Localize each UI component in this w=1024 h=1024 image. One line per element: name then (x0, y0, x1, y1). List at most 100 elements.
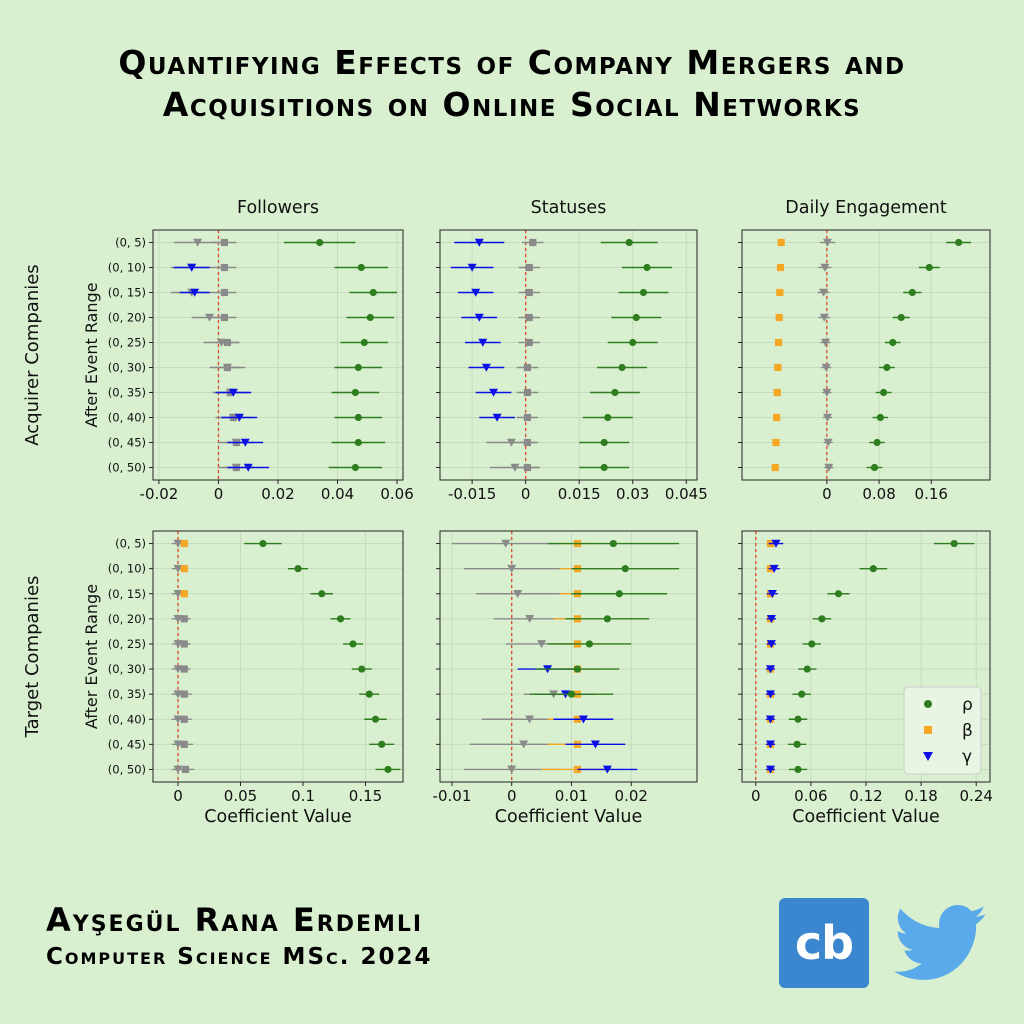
panel-1-0-xtick-label-1: 0.05 (224, 787, 257, 805)
xlabel-1: Coefficient Value (495, 807, 642, 827)
panel-1-2-gamma-point-6 (765, 690, 775, 699)
panel-1-2-rho-point-4 (808, 640, 816, 648)
panel-0-0-ytick-label-8: (0, 45) (108, 436, 146, 450)
panel-0-1-rho-point-9 (600, 463, 608, 472)
panel-0-1-gamma-point-0 (474, 238, 484, 247)
cb-logo-text: cb (794, 916, 854, 970)
panel-0-0-ytick-label-7: (0, 40) (108, 411, 146, 425)
panel-1-0-gray_sq-point-9 (181, 765, 190, 774)
xlabel-0: Coefficient Value (204, 807, 351, 827)
panel-0-1-xtick-label-3: 0.03 (616, 485, 649, 503)
panel-1-2-gamma-point-7 (765, 715, 775, 724)
panel-1-0-rho-point-8 (378, 740, 386, 748)
panel-0-1-xtick-label-4: 0.045 (665, 485, 708, 503)
column-title-1: Statuses (531, 198, 607, 218)
panel-1-0-gray_tri-point-1 (173, 564, 183, 573)
panel-1-1-rho-point-6 (567, 690, 576, 698)
panel-0-0-gray_tri-point-0 (193, 238, 203, 247)
panel-1-0-gray_sq-point-3 (180, 615, 188, 623)
panel-0-0-ytick-label-4: (0, 25) (108, 336, 146, 350)
panel-0-0-xtick-label-0: -0.02 (140, 485, 179, 503)
panel-0-0-ytick-label-2: (0, 15) (108, 286, 146, 300)
panel-1-0-ytick-label-5: (0, 30) (108, 662, 146, 676)
panel-1-2-rho-point-1 (869, 565, 877, 573)
panel-0-1-gray_sq-point-0 (529, 238, 537, 247)
panel-1-0-rho-point-3 (336, 615, 345, 623)
panel-1-1-gray_tri-point-8 (519, 740, 529, 749)
panel-0-2-beta-point-3 (775, 313, 783, 322)
poster-title: Quantifying Effects of Company Mergers a… (0, 42, 1024, 126)
panel-0-0-rho-point-8 (354, 438, 362, 447)
panel-1-1-background (440, 531, 697, 782)
panel-0-1-rho-point-4 (629, 338, 637, 347)
legend-label-1: β (962, 721, 973, 741)
panel-0-0-rho-point-6 (351, 388, 359, 397)
panel-0-0-gamma-point-7 (234, 413, 244, 422)
panel-1-0-rho-point-7 (371, 715, 380, 723)
panel-0-1-rho-point-6 (611, 388, 619, 397)
xlabel-2: Coefficient Value (792, 807, 939, 827)
panel-1-2-xtick-label-2: 0.12 (849, 787, 882, 805)
author-program: Computer Science MSc. 2024 (46, 944, 433, 970)
panel-0-0-xtick-label-3: 0.04 (321, 485, 354, 503)
panel-1-2-gamma-point-2 (767, 589, 777, 598)
cb-logo-icon: cb (779, 898, 869, 988)
panel-0-0-gray_sq-point-4 (223, 338, 232, 347)
panel-0-0-gray_sq-point-0 (220, 238, 229, 247)
panel-0-1-gamma-point-2 (471, 288, 481, 297)
panel-0-2-beta-point-0 (777, 238, 785, 247)
column-title-2: Daily Engagement (785, 198, 947, 218)
panel-0-1-gamma-point-4 (478, 338, 488, 347)
panel-0-1-rho-point-8 (600, 438, 608, 447)
panel-0-1-xtick-label-1: 0 (521, 485, 531, 503)
panel-0-2-rho-point-0 (955, 238, 963, 247)
panel-1-2-rho-point-6 (798, 690, 806, 698)
panel-0-2-gray_tri-point-6 (822, 388, 832, 397)
panel-1-1-gray_tri-point-3 (525, 615, 535, 624)
panel-1-2-gamma-point-0 (771, 539, 781, 548)
panel-0-1-background (440, 230, 697, 480)
panel-1-2-rho-point-0 (950, 539, 958, 548)
panel-0-2-rho-point-3 (897, 313, 905, 322)
twitter-bird-icon (893, 905, 987, 980)
panel-0-2-beta-point-1 (776, 263, 785, 272)
panel-0-2-background (742, 230, 990, 480)
panel-1-2-gamma-point-4 (766, 640, 776, 649)
panel-0-0-gamma-point-2 (190, 288, 200, 297)
panel-0-1-gray_tri-point-9 (510, 463, 520, 472)
panel-0-2-xtick-label-1: 0.08 (862, 485, 895, 503)
panel-1-0-beta-point-1 (180, 565, 188, 573)
panel-0-2-gray_tri-point-9 (824, 463, 834, 472)
panel-1-0-ytick-label-9: (0, 50) (108, 762, 146, 776)
panel-1-2-rho-point-7 (794, 715, 802, 723)
legend-label-0: ρ (962, 695, 973, 715)
row-label-0: Acquirer Companies (22, 264, 43, 445)
panel-0-0-ytick-label-9: (0, 50) (108, 461, 146, 475)
panel-0-2-beta-point-9 (771, 463, 779, 472)
panel-0-2-gray_tri-point-7 (822, 413, 832, 422)
panel-1-0-xtick-label-2: 0.1 (291, 787, 315, 805)
panel-1-2-xtick-label-4: 0.24 (960, 787, 993, 805)
panel-1-2-rho-point-9 (794, 765, 802, 774)
panel-0-1-frame (439, 229, 698, 481)
panel-1-2-gamma-point-9 (765, 765, 775, 774)
panel-0-1-xtick-label-0: -0.015 (448, 485, 496, 503)
panel-0-0-xtick-label-1: 0 (214, 485, 224, 503)
panel-0-2-rho-point-6 (880, 388, 888, 397)
panel-1-0-gray_tri-point-0 (173, 539, 183, 548)
ylabel-0: After Event Range (82, 282, 101, 427)
panel-1-2-xtick-label-0: 0 (751, 787, 761, 805)
panel-1-1-gray_tri-point-1 (507, 564, 517, 573)
panel-1-1-rho-point-5 (573, 665, 582, 673)
panel-0-2-gray_tri-point-1 (820, 263, 830, 272)
panel-1-0-rho-point-6 (365, 690, 373, 698)
panel-1-0-ytick-label-6: (0, 35) (108, 687, 146, 701)
panel-0-1-gray_sq-point-9 (523, 463, 532, 472)
panel-1-0-gray_tri-point-2 (173, 589, 183, 598)
panel-1-2-gamma-point-8 (765, 740, 775, 749)
title-line-1: Quantifying Effects of Company Mergers a… (118, 43, 906, 82)
panel-1-0-rho-point-0 (259, 539, 267, 548)
panel-0-0-rho-point-5 (354, 363, 362, 372)
panel-1-1-rho-point-3 (603, 615, 611, 623)
